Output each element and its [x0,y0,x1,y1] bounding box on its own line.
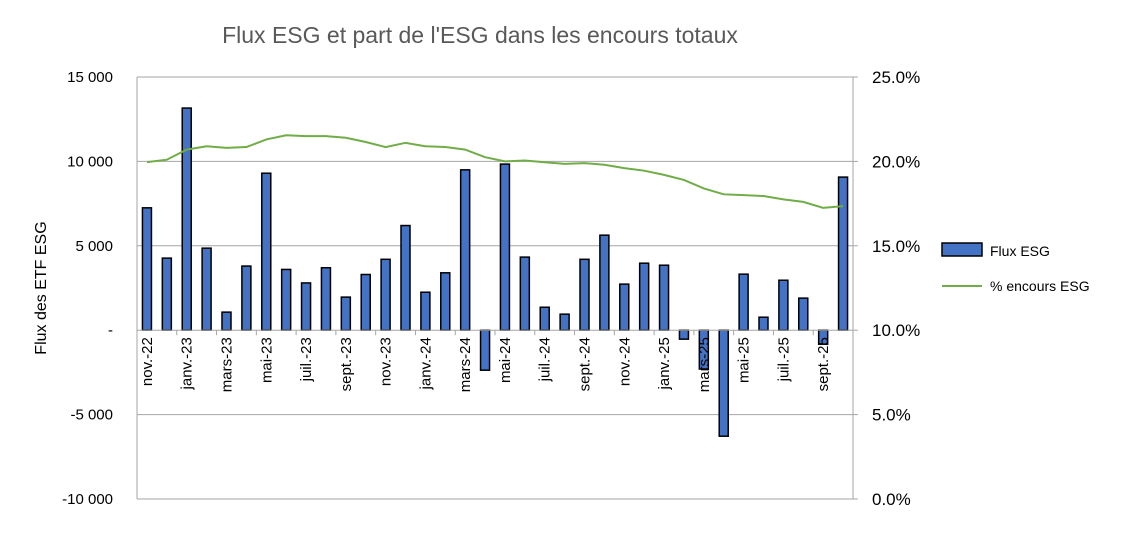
bar-flux-esg [481,330,490,370]
x-tick-label: mars-24 [457,337,474,392]
bar-flux-esg [242,266,251,330]
x-tick-label: sept.-24 [577,337,594,391]
bar-flux-esg [222,312,231,330]
y-tick-label: 15 000 [67,69,113,86]
x-tick-label: sept.-23 [338,337,355,391]
bar-flux-esg [839,177,848,330]
y2-tick-label: 5.0% [872,406,911,425]
x-tick-label: juil.-24 [537,337,554,382]
bar-flux-esg [381,259,390,330]
bar-flux-esg [520,257,529,330]
bar-flux-esg [341,297,350,330]
y-tick-label: - [108,322,113,339]
x-tick-label: nov.-24 [616,337,633,386]
bar-flux-esg [799,298,808,330]
bar-flux-esg [262,173,271,330]
chart-title: Flux ESG et part de l'ESG dans les encou… [222,22,738,48]
bar-flux-esg [202,248,211,330]
bar-flux-esg [620,284,629,330]
bar-flux-esg [282,269,291,330]
y-axis-label: Flux des ETF ESG [33,221,50,354]
x-tick-label: juil.-23 [298,337,315,382]
bar-flux-esg [779,280,788,330]
x-tick-label: mai-25 [736,337,753,383]
bar-flux-esg [361,274,370,330]
bar-flux-esg [540,307,549,330]
y-tick-label: -10 000 [62,491,113,508]
x-tick-label: mars-25 [696,337,713,392]
y2-tick-label: 15.0% [872,237,920,256]
x-tick-label: mai-24 [497,337,514,383]
y2-tick-label: 25.0% [872,68,920,87]
x-tick-label: janv.-25 [656,337,673,390]
legend: Flux ESG % encours ESG [942,243,1090,294]
x-tick-label: mai-23 [258,337,275,383]
x-tick-label: nov.-22 [139,337,156,386]
bar-flux-esg [162,258,171,330]
x-tick-label: janv.-24 [417,337,434,390]
legend-label-flux: Flux ESG [990,243,1050,259]
bar-flux-esg [500,164,509,330]
bar-flux-esg [461,170,470,330]
x-tick-label: juil.-25 [775,337,792,382]
bar-flux-esg [560,314,569,330]
bar-flux-esg [421,292,430,330]
bar-flux-esg [660,265,669,330]
bar-flux-esg [759,317,768,330]
bar-flux-esg [739,274,748,330]
bar-flux-esg [401,226,410,331]
bar-flux-esg [580,259,589,330]
bar-flux-esg [640,263,649,330]
x-tick-label: nov.-23 [378,337,395,386]
bar-flux-esg [142,208,151,330]
y-tick-label: 10 000 [67,153,113,170]
bar-flux-esg [600,235,609,330]
legend-swatch-flux [942,243,982,256]
bar-flux-esg [679,330,688,339]
line-pct-encours-esg [147,135,843,208]
y-tick-label: -5 000 [70,407,113,424]
bar-flux-esg [182,108,191,330]
y2-tick-label: 20.0% [872,152,920,171]
legend-label-pct: % encours ESG [990,278,1090,294]
bar-flux-esg [302,283,311,330]
x-tick-label: mars-23 [219,337,236,392]
bar-flux-esg [719,330,728,436]
y2-tick-label: 0.0% [872,490,911,509]
y2-tick-label: 10.0% [872,321,920,340]
bar-flux-esg [321,268,330,330]
y-tick-label: 5 000 [75,238,113,255]
x-tick-label: sept.-25 [815,337,832,391]
x-tick-label: janv.-23 [179,337,196,390]
bar-flux-esg [441,273,450,330]
